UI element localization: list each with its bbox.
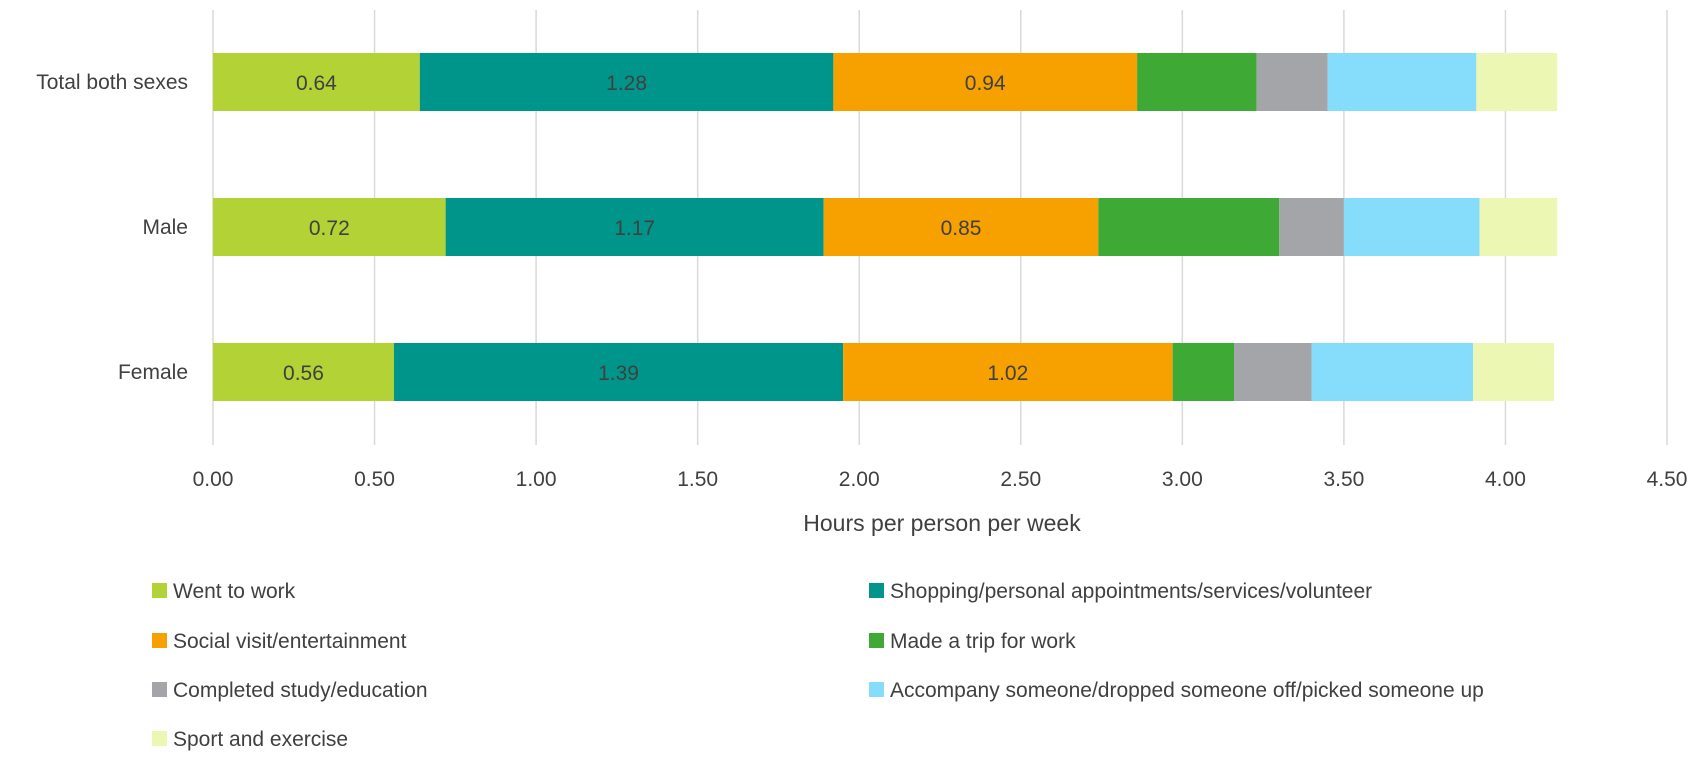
data-label: 1.17 <box>614 217 655 240</box>
x-tick-label: 4.00 <box>1485 468 1526 491</box>
x-tick-label: 1.50 <box>677 468 718 491</box>
bar-segment <box>1476 53 1558 111</box>
legend-swatch <box>869 633 884 648</box>
data-label: 0.64 <box>296 72 337 95</box>
x-tick-label: 1.00 <box>516 468 557 491</box>
x-tick-label: 3.50 <box>1323 468 1364 491</box>
data-label: 0.94 <box>965 72 1006 95</box>
category-label: Male <box>142 216 188 239</box>
legend-swatch <box>869 583 884 598</box>
legend-entry: Went to work <box>173 580 296 603</box>
legend-entry: Sport and exercise <box>173 728 348 751</box>
legend-swatch <box>152 682 167 697</box>
legend-entry: Completed study/education <box>173 679 428 702</box>
x-axis-title: Hours per person per week <box>803 510 1081 536</box>
bar-segment <box>1137 53 1257 111</box>
category-label: Total both sexes <box>36 71 188 94</box>
bar-segment <box>843 343 1173 401</box>
legend-swatch <box>152 633 167 648</box>
bar-segment <box>1311 343 1474 401</box>
bar-segment <box>1343 198 1480 256</box>
bar-segment <box>213 343 394 401</box>
legend-entry: Social visit/entertainment <box>173 630 407 653</box>
bar-segment <box>213 198 446 256</box>
bar-segment <box>1098 198 1280 256</box>
bar-segment <box>1172 343 1235 401</box>
x-tick-label: 0.50 <box>354 468 395 491</box>
bar-segment <box>1473 343 1554 401</box>
legend-entry: Made a trip for work <box>890 630 1076 653</box>
bar-segment <box>1279 198 1344 256</box>
category-label: Female <box>118 361 188 384</box>
data-label: 0.85 <box>941 217 982 240</box>
x-tick-label: 4.50 <box>1647 468 1688 491</box>
x-tick-labels: 0.00 0.50 1.00 1.50 2.00 2.50 3.00 3.50 4.00 4.50 <box>193 468 1688 491</box>
legend-swatch <box>152 583 167 598</box>
x-tick-label: 3.00 <box>1162 468 1203 491</box>
data-label: 1.39 <box>598 362 639 385</box>
bar-segment <box>1256 53 1328 111</box>
x-tick-label: 2.50 <box>1000 468 1041 491</box>
data-label: 0.72 <box>309 217 350 240</box>
bar-segment <box>1479 198 1558 256</box>
bar-segment <box>393 343 844 401</box>
bars: 0.64 1.28 0.94 0.72 1.17 0.85 0.56 1.39 1.02 <box>213 53 1558 401</box>
legend: Went to work Shopping/personal appointmen… <box>152 580 1484 751</box>
bar-segment <box>1327 53 1477 111</box>
data-label: 1.28 <box>606 72 647 95</box>
bar-segment <box>213 53 420 111</box>
legend-swatch <box>869 682 884 697</box>
bar-segment <box>419 53 834 111</box>
x-tick-label: 0.00 <box>193 468 234 491</box>
bar-segment <box>1234 343 1312 401</box>
data-label: 1.02 <box>987 362 1028 385</box>
legend-swatch <box>152 731 167 746</box>
bar-segment <box>823 198 1099 256</box>
category-labels: Total both sexes Male Female <box>36 71 188 384</box>
data-label: 0.56 <box>283 362 324 385</box>
legend-entry: Shopping/personal appointments/services/… <box>890 580 1372 603</box>
bar-segment <box>833 53 1138 111</box>
legend-entry: Accompany someone/dropped someone off/pi… <box>890 679 1484 702</box>
bar-segment <box>445 198 824 256</box>
x-tick-label: 2.00 <box>839 468 880 491</box>
